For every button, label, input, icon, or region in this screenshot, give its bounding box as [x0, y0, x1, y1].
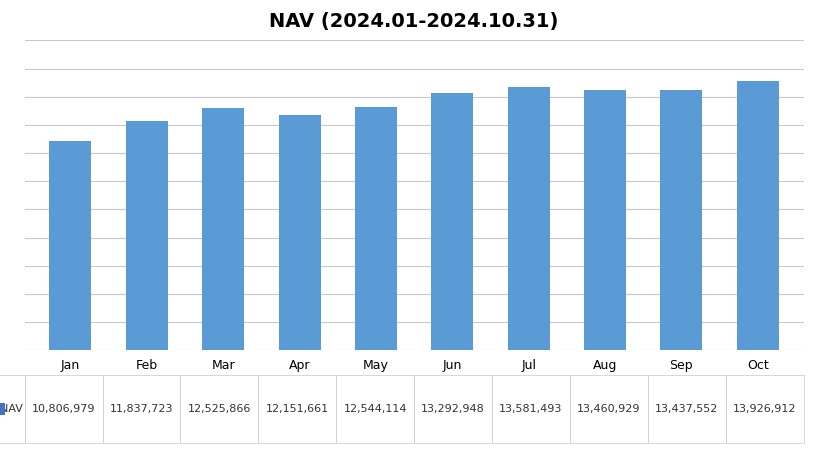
Title: NAV (2024.01-2024.10.31): NAV (2024.01-2024.10.31): [269, 12, 558, 31]
Bar: [278, 115, 320, 350]
Bar: [659, 90, 702, 350]
Bar: [202, 108, 244, 350]
Bar: [355, 107, 396, 350]
Bar: [736, 80, 778, 350]
Bar: [507, 87, 549, 350]
Bar: [125, 121, 168, 350]
Bar: [431, 93, 473, 350]
Bar: [49, 141, 91, 350]
Bar: [583, 89, 625, 350]
